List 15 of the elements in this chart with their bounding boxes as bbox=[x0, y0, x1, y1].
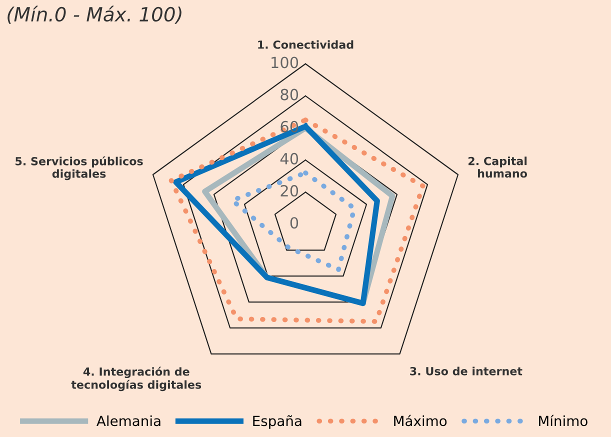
legend-label: Alemania bbox=[96, 415, 160, 426]
spoke-label: 1. Conectividad bbox=[258, 40, 354, 49]
spoke-label: 2. Capital humano bbox=[468, 156, 528, 178]
spoke-label: 3. Uso de internet bbox=[410, 366, 522, 376]
y-tick-label: 80 bbox=[280, 88, 298, 100]
chart-title: (Mín.0 - Máx. 100) bbox=[8, 6, 182, 24]
y-tick-label: 0 bbox=[290, 217, 298, 229]
spoke-label: 5. Servicios públicos digitales bbox=[16, 156, 143, 180]
legend-label: España bbox=[253, 415, 302, 429]
legend-label: Máximo bbox=[394, 414, 447, 426]
y-tick-label: 40 bbox=[280, 152, 298, 164]
legend-label: Mínimo bbox=[539, 414, 588, 426]
y-tick-label: 100 bbox=[272, 56, 298, 68]
y-tick-label: 20 bbox=[280, 184, 298, 197]
spoke-label: 4. Integración de tecnologías digitales bbox=[71, 366, 202, 392]
